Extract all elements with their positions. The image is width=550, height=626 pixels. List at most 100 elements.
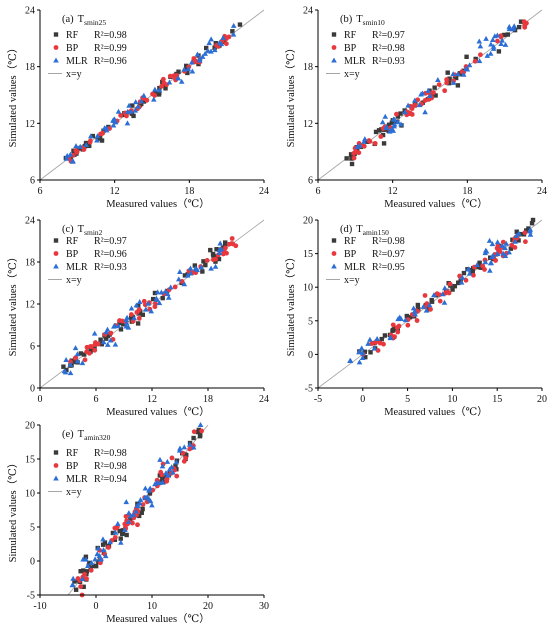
data-point xyxy=(427,93,433,99)
data-point xyxy=(61,364,66,369)
data-point xyxy=(523,239,528,245)
series-mlr xyxy=(61,240,225,376)
chart-panel: 0 6 12 18 24 0 6 12 18 24 Measured values（℃） Simula… xyxy=(7,216,269,419)
x-tick-label: 10 xyxy=(147,601,157,612)
panel-label: (b) xyxy=(340,14,353,25)
data-point xyxy=(407,315,413,320)
data-point xyxy=(489,254,495,260)
data-point xyxy=(483,35,489,41)
data-point xyxy=(212,47,218,53)
data-point xyxy=(494,251,501,257)
data-point xyxy=(118,536,123,541)
legend-line-label: x=y xyxy=(344,69,360,80)
data-point xyxy=(185,66,192,72)
data-point xyxy=(140,502,146,507)
legend-series-name: MLR xyxy=(66,474,88,485)
data-point xyxy=(450,287,455,292)
data-point xyxy=(395,119,401,125)
data-point xyxy=(500,250,506,256)
data-point xyxy=(114,520,121,526)
y-axis-label: Simulated values（℃） xyxy=(7,43,19,148)
data-point xyxy=(145,300,151,306)
data-point xyxy=(447,281,453,287)
data-point xyxy=(465,266,472,272)
data-point xyxy=(414,318,420,323)
legend-series-name: BP xyxy=(66,249,79,260)
data-point xyxy=(99,138,105,143)
data-point xyxy=(127,108,134,114)
panel-label: (a) xyxy=(62,14,74,25)
legend-marker xyxy=(53,57,59,63)
legend-r2-value: R²=0.98 xyxy=(94,448,127,459)
panel-subscript: smin2 xyxy=(84,228,103,237)
data-point xyxy=(373,129,379,135)
data-point xyxy=(194,51,201,57)
data-point xyxy=(136,303,141,308)
y-tick-label: 18 xyxy=(303,62,313,73)
data-point xyxy=(229,236,235,241)
legend-marker xyxy=(331,45,337,50)
legend-marker xyxy=(331,251,337,256)
data-point xyxy=(363,354,368,360)
y-axis-label: Simulated values（℃） xyxy=(7,252,19,357)
y-axis-label: Simulated values（℃） xyxy=(285,252,297,357)
data-point xyxy=(432,85,437,90)
x-tick-label: 18 xyxy=(203,394,213,405)
y-tick-label: -5 xyxy=(305,384,313,395)
data-point xyxy=(177,445,183,451)
data-point xyxy=(213,256,219,262)
data-point xyxy=(108,330,114,336)
data-point xyxy=(128,312,134,317)
data-point xyxy=(175,276,182,282)
data-point xyxy=(516,24,522,30)
x-axis-label: Measured values（℃） xyxy=(384,198,488,210)
data-point xyxy=(408,110,413,116)
data-point xyxy=(220,34,226,40)
data-point xyxy=(189,68,196,74)
data-point xyxy=(395,329,401,335)
y-tick-label: 24 xyxy=(303,6,313,17)
x-tick-label: -5 xyxy=(314,394,322,405)
x-axis-label: Measured values（℃） xyxy=(106,198,210,210)
panel-subscript: amin320 xyxy=(84,433,110,442)
x-tick-label: 12 xyxy=(388,186,398,197)
legend-r2-value: R²=0.93 xyxy=(372,56,405,67)
data-point xyxy=(344,156,349,161)
data-point xyxy=(73,587,79,592)
data-point xyxy=(164,458,171,464)
legend-series-name: MLR xyxy=(66,56,88,67)
y-tick-label: 0 xyxy=(30,557,35,568)
data-point xyxy=(94,133,101,139)
data-point xyxy=(213,259,218,264)
data-point xyxy=(133,508,139,514)
data-point xyxy=(123,513,129,519)
data-point xyxy=(483,247,489,253)
data-point xyxy=(77,143,84,149)
legend-marker xyxy=(53,238,59,243)
data-point xyxy=(216,249,223,255)
data-point xyxy=(198,264,205,270)
data-point xyxy=(140,312,145,317)
data-point xyxy=(423,307,430,313)
data-point xyxy=(394,111,399,117)
legend-line-label: x=y xyxy=(66,69,82,80)
legend-r2-value: R²=0.94 xyxy=(94,474,127,485)
data-point xyxy=(104,336,109,341)
data-point xyxy=(160,76,166,82)
data-point xyxy=(220,251,226,257)
data-point xyxy=(73,143,79,149)
data-point xyxy=(176,69,181,74)
data-point xyxy=(526,226,531,231)
legend-series-name: BP xyxy=(66,43,79,54)
legend-r2-value: R²=0.98 xyxy=(94,30,127,41)
data-point xyxy=(522,230,528,236)
data-point xyxy=(502,253,509,259)
chart-panel: 6 12 18 24 6 12 18 24 Measured values（℃） Simulate… xyxy=(7,6,269,211)
data-point xyxy=(371,345,378,351)
data-point xyxy=(70,575,76,581)
data-point xyxy=(90,133,96,139)
data-point xyxy=(463,66,469,72)
data-point xyxy=(402,317,409,323)
data-point xyxy=(87,560,92,566)
data-point xyxy=(124,120,131,126)
